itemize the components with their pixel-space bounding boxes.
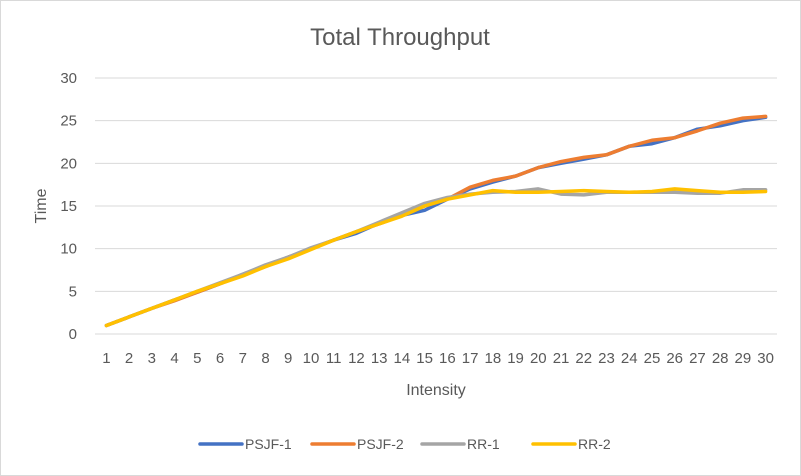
x-axis-label: Intensity bbox=[406, 382, 466, 399]
x-tick-label: 25 bbox=[644, 350, 661, 367]
legend-label: PSJF-1 bbox=[245, 436, 292, 452]
x-tick-label: 10 bbox=[303, 350, 320, 367]
y-tick-label: 15 bbox=[60, 198, 77, 215]
x-tick-label: 1 bbox=[102, 350, 110, 367]
legend-item-rr-2: RR-2 bbox=[531, 436, 611, 452]
x-tick-label: 15 bbox=[416, 350, 433, 367]
legend-label: PSJF-2 bbox=[357, 436, 404, 452]
y-tick-label: 5 bbox=[69, 283, 77, 300]
x-tick-label: 19 bbox=[507, 350, 524, 367]
y-tick-label: 10 bbox=[60, 241, 77, 258]
x-tick-label: 28 bbox=[712, 350, 729, 367]
x-tick-label: 20 bbox=[530, 350, 547, 367]
legend-item-rr-1: RR-1 bbox=[420, 436, 500, 452]
x-tick-label: 21 bbox=[553, 350, 570, 367]
x-tick-label: 12 bbox=[348, 350, 365, 367]
x-tick-label: 8 bbox=[261, 350, 269, 367]
legend-label: RR-2 bbox=[578, 436, 611, 452]
y-axis-label: Time bbox=[33, 188, 50, 223]
x-tick-label: 27 bbox=[689, 350, 706, 367]
x-tick-label: 11 bbox=[326, 350, 342, 367]
legend-item-psjf-2: PSJF-2 bbox=[310, 436, 404, 452]
series-line-rr-1 bbox=[104, 187, 768, 328]
x-tick-label: 7 bbox=[239, 350, 247, 367]
x-tick-label: 18 bbox=[484, 350, 501, 367]
x-tick-label: 5 bbox=[193, 350, 201, 367]
series-line-rr-2 bbox=[104, 187, 768, 328]
y-tick-label: 25 bbox=[60, 113, 77, 130]
x-tick-label: 13 bbox=[371, 350, 388, 367]
x-tick-label: 3 bbox=[148, 350, 156, 367]
x-tick-label: 30 bbox=[757, 350, 774, 367]
x-tick-label: 2 bbox=[125, 350, 133, 367]
series-line-psjf-2 bbox=[104, 114, 768, 328]
x-tick-label: 22 bbox=[575, 350, 592, 367]
y-axis-ticks: 0 5 10 15 20 25 30 bbox=[60, 70, 77, 343]
gridlines bbox=[95, 77, 777, 335]
x-tick-label: 14 bbox=[394, 350, 411, 367]
x-axis-ticks: 1 2 3 4 5 6 7 8 9 10 11 12 13 14 15 16 17 18 19 20 21 22 23 24 2… bbox=[102, 350, 774, 367]
x-tick-label: 26 bbox=[666, 350, 683, 367]
x-tick-label: 6 bbox=[216, 350, 224, 367]
legend: PSJF-1 PSJF-2 RR-1 RR-2 bbox=[198, 436, 611, 452]
y-tick-label: 20 bbox=[60, 155, 77, 172]
legend-item-psjf-1: PSJF-1 bbox=[198, 436, 292, 452]
x-tick-label: 17 bbox=[462, 350, 479, 367]
x-tick-label: 16 bbox=[439, 350, 456, 367]
x-tick-label: 4 bbox=[170, 350, 178, 367]
chart-title: Total Throughput bbox=[310, 24, 490, 51]
x-tick-label: 23 bbox=[598, 350, 615, 367]
x-tick-label: 9 bbox=[284, 350, 292, 367]
series-lines bbox=[104, 114, 768, 328]
x-tick-label: 29 bbox=[735, 350, 752, 367]
x-tick-label: 24 bbox=[621, 350, 638, 367]
legend-label: RR-1 bbox=[467, 436, 500, 452]
y-tick-label: 0 bbox=[69, 326, 77, 343]
series-line-psjf-1 bbox=[104, 115, 768, 328]
y-tick-label: 30 bbox=[60, 70, 77, 87]
